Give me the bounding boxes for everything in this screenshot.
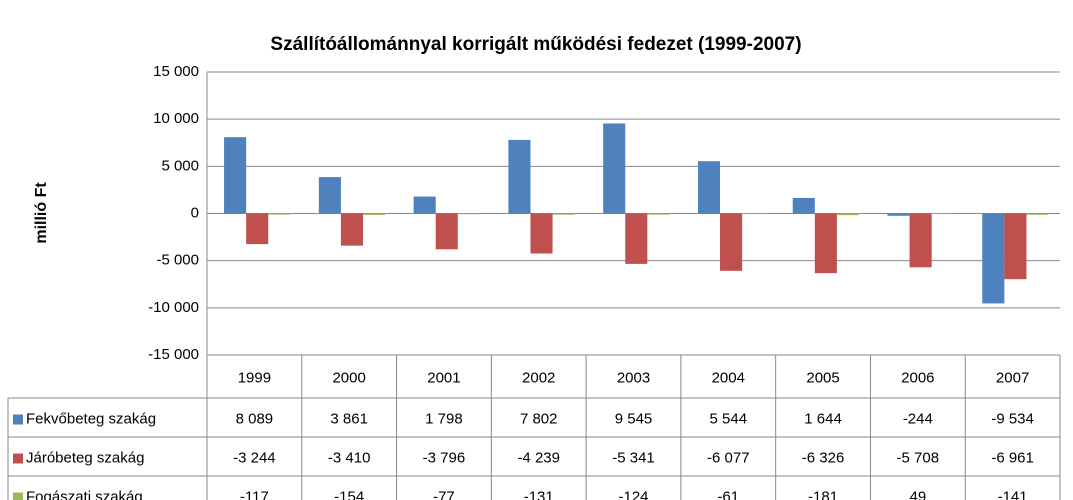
y-tick-label: -5 000 [156,252,199,269]
table-value: -244 [903,410,933,427]
table-value: -3 244 [233,449,276,466]
x-tick-label: 2007 [996,369,1029,386]
bar [909,213,932,268]
table-value: 7 802 [520,410,558,427]
legend-key [13,492,23,500]
y-tick-label: -10 000 [148,299,199,316]
bar [603,123,626,214]
table-value: -181 [808,488,838,500]
table-value: -77 [433,488,455,500]
bar [318,177,341,214]
legend-label: Fogászati szakág [26,488,143,500]
bar [246,213,269,245]
bar [224,137,247,214]
bar [887,213,910,216]
table-value: 1 644 [804,410,842,427]
bar [552,213,575,215]
table-value: 5 544 [710,410,748,427]
table-value: -61 [717,488,739,500]
table-value: -4 239 [517,449,560,466]
bar [435,213,458,250]
x-tick-label: 2005 [806,369,839,386]
y-tick-label: 15 000 [153,63,199,80]
x-tick-label: 1999 [238,369,271,386]
table-value: -154 [334,488,364,500]
table-value: -3 410 [328,449,371,466]
table-value: -9 534 [991,410,1034,427]
bar [268,213,291,215]
bar [814,213,837,274]
table-value: -6 077 [707,449,750,466]
bar [720,213,743,271]
table-value: 8 089 [236,410,274,427]
x-tick-label: 2004 [712,369,745,386]
y-axis-label: millió Ft [33,182,50,244]
bar [982,213,1005,304]
chart-title: Szállítóállománnyal korrigált működési f… [270,34,801,55]
legend-key [13,414,23,425]
table-value: -6 326 [802,449,845,466]
bar [647,213,670,215]
table-value: -5 708 [897,449,940,466]
table-value: -5 341 [612,449,655,466]
x-tick-label: 2006 [901,369,934,386]
legend-label: Járóbeteg szakág [26,449,144,466]
table-value: -6 961 [991,449,1034,466]
bar [530,213,553,254]
legend-label: Fekvőbeteg szakág [26,410,156,427]
bar [508,139,531,214]
bar [1026,213,1049,215]
x-tick-label: 2000 [332,369,365,386]
bar [340,213,364,246]
bar [836,213,859,216]
bar [363,213,386,215]
table-value: -131 [524,488,554,500]
table-value: -3 796 [423,449,466,466]
table-value: 1 798 [425,410,463,427]
bar [742,213,765,215]
table-value: 49 [909,488,926,500]
table-value: -141 [998,488,1028,500]
bar [413,196,436,214]
legend-key [13,453,23,464]
table-value: 3 861 [330,410,368,427]
bar [792,197,815,214]
bar [625,213,648,264]
y-tick-label: 10 000 [153,110,199,127]
y-tick-label: 5 000 [161,157,199,174]
x-tick-label: 2001 [427,369,460,386]
x-tick-label: 2002 [522,369,555,386]
bar [1004,213,1027,280]
y-tick-label: -15 000 [148,346,199,363]
table-value: 9 545 [615,410,653,427]
x-tick-label: 2003 [617,369,650,386]
bar [457,213,480,215]
y-tick-label: 0 [191,204,199,221]
table-value: -124 [618,488,648,500]
bar [697,161,721,214]
table-value: -117 [240,488,269,500]
